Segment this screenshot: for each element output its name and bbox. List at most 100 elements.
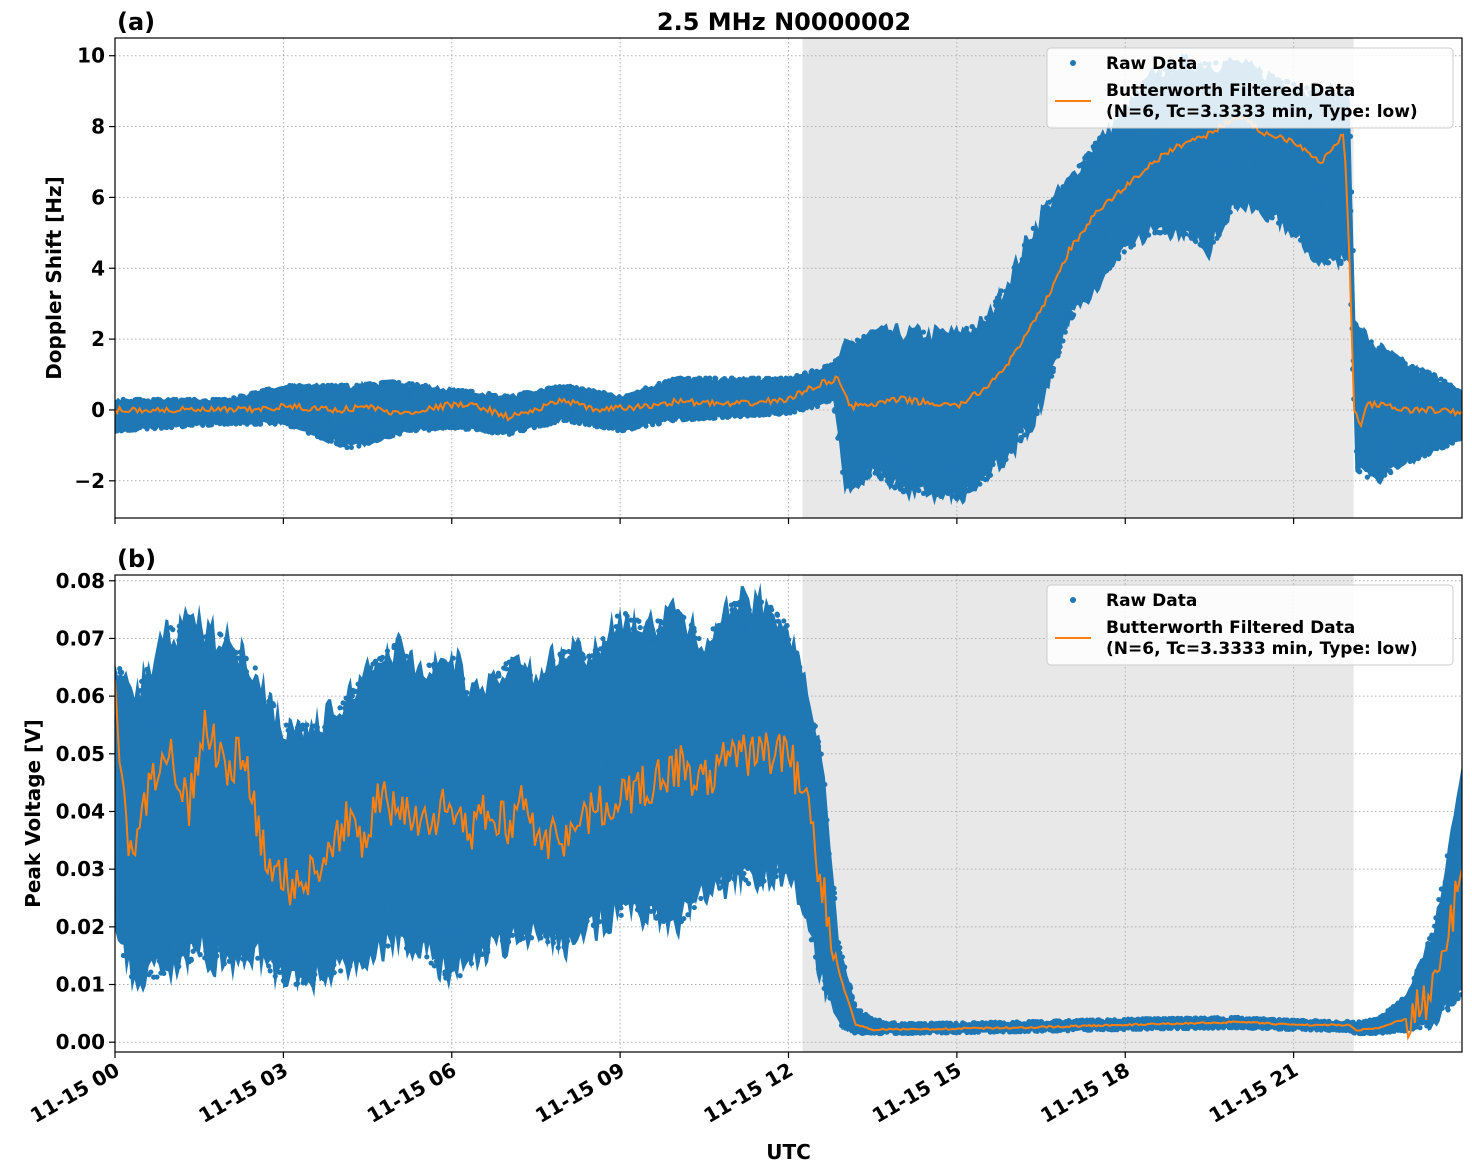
raw-data-point	[337, 705, 343, 711]
raw-data-point	[126, 742, 132, 748]
raw-data-point	[526, 404, 532, 411]
raw-data-point	[291, 789, 297, 795]
raw-data-point	[1354, 374, 1360, 381]
raw-data-point	[802, 782, 808, 788]
raw-data-point	[1365, 361, 1371, 367]
raw-data-point	[414, 679, 421, 686]
raw-data-point	[899, 1030, 906, 1037]
raw-data-point	[698, 404, 704, 410]
raw-data-point	[1089, 285, 1095, 292]
raw-data-point	[815, 739, 822, 745]
raw-data-point	[1019, 327, 1026, 333]
raw-data-point	[189, 633, 196, 639]
raw-data-point	[154, 850, 160, 856]
raw-data-point	[456, 781, 463, 787]
raw-data-point	[1188, 216, 1194, 222]
raw-data-point	[1197, 1025, 1203, 1031]
raw-data-point	[1041, 240, 1047, 247]
raw-data-point	[733, 833, 739, 839]
raw-data-point	[248, 945, 254, 951]
raw-data-point	[747, 406, 753, 412]
raw-data-point	[843, 477, 849, 484]
raw-data-point	[545, 939, 551, 945]
raw-data-point	[748, 375, 754, 381]
raw-data-point	[962, 489, 968, 495]
raw-data-point	[1343, 238, 1349, 245]
raw-data-point	[155, 729, 161, 736]
raw-data-point	[651, 394, 657, 400]
raw-data-point	[1203, 204, 1209, 210]
raw-data-point	[470, 876, 476, 882]
raw-data-point	[338, 384, 344, 390]
raw-data-point	[1031, 396, 1037, 402]
raw-data-point	[1285, 186, 1291, 192]
raw-data-point	[205, 857, 211, 863]
raw-data-point	[1225, 129, 1232, 135]
raw-data-point	[1008, 448, 1014, 454]
raw-data-point	[774, 612, 781, 618]
raw-data-point	[827, 995, 833, 1001]
raw-data-point	[562, 768, 568, 774]
raw-data-point	[837, 950, 843, 956]
raw-data-point	[269, 400, 276, 406]
raw-data-point	[617, 742, 624, 748]
raw-data-point	[1288, 168, 1294, 174]
raw-data-point	[248, 952, 254, 959]
raw-data-point	[591, 394, 597, 400]
raw-data-point	[1018, 428, 1025, 434]
raw-data-point	[1329, 156, 1335, 163]
raw-data-point	[761, 878, 767, 884]
raw-data-point	[572, 390, 578, 397]
raw-data-point	[339, 740, 345, 746]
raw-data-point	[1347, 133, 1354, 140]
raw-data-point	[812, 954, 819, 960]
raw-data-point	[1126, 158, 1132, 164]
raw-data-point	[138, 974, 144, 980]
raw-data-point	[806, 894, 812, 900]
raw-data-point	[407, 742, 413, 748]
raw-data-point	[847, 415, 853, 421]
raw-data-point	[326, 384, 332, 390]
raw-data-point	[1452, 388, 1458, 394]
raw-data-point	[888, 345, 894, 352]
raw-data-point	[1059, 208, 1065, 214]
raw-data-point	[234, 769, 240, 775]
raw-data-point	[426, 427, 432, 433]
raw-data-point	[550, 940, 556, 946]
raw-data-point	[357, 424, 363, 431]
raw-data-point	[426, 662, 433, 668]
raw-data-point	[1048, 346, 1054, 352]
raw-data-point	[1250, 159, 1256, 165]
raw-data-point	[173, 953, 179, 959]
raw-data-point	[799, 902, 805, 908]
raw-data-point	[310, 756, 316, 762]
raw-data-point	[821, 809, 827, 815]
raw-data-point	[849, 393, 855, 399]
raw-data-point	[763, 619, 769, 625]
raw-data-point	[433, 393, 439, 400]
raw-data-point	[787, 381, 793, 387]
raw-data-point	[856, 1008, 862, 1014]
raw-data-point	[477, 949, 483, 955]
raw-data-point	[491, 811, 497, 818]
raw-data-point	[403, 945, 410, 951]
raw-data-point	[598, 646, 604, 652]
raw-data-point	[791, 707, 797, 713]
raw-data-point	[880, 361, 886, 368]
raw-data-point	[448, 424, 454, 431]
raw-data-point	[1326, 236, 1332, 242]
raw-data-point	[762, 662, 768, 669]
raw-data-point	[312, 971, 318, 978]
raw-data-point	[1325, 260, 1331, 266]
raw-data-point	[301, 396, 307, 402]
raw-data-point	[745, 817, 751, 824]
y-tick-label: 4	[91, 256, 105, 280]
raw-data-point	[603, 824, 610, 830]
raw-data-point	[753, 408, 759, 414]
raw-data-point	[379, 654, 386, 660]
raw-data-point	[1267, 1024, 1273, 1030]
raw-data-point	[322, 724, 328, 730]
raw-data-point	[967, 485, 973, 492]
raw-data-point	[624, 622, 630, 628]
raw-data-point	[941, 425, 947, 431]
